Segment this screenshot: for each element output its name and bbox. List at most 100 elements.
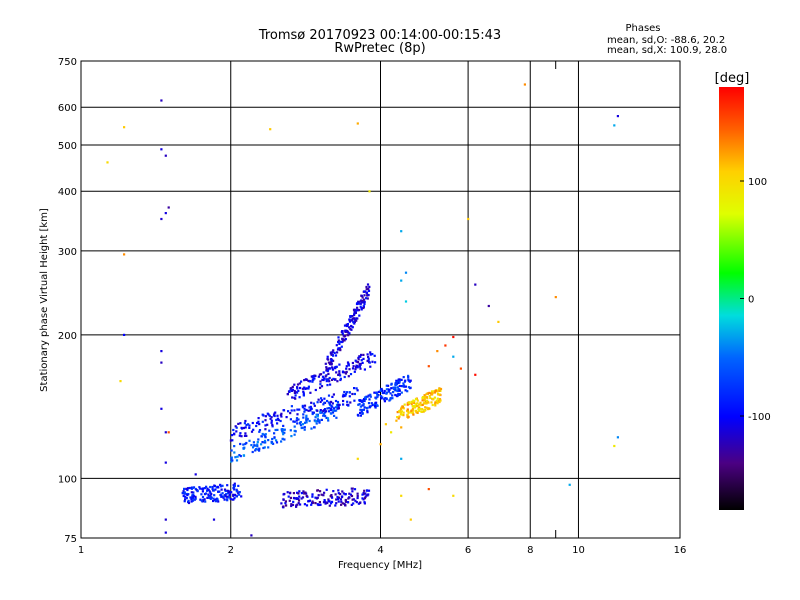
data-point bbox=[318, 419, 321, 422]
data-point bbox=[398, 415, 401, 418]
data-point bbox=[387, 384, 390, 387]
data-point bbox=[301, 404, 304, 407]
data-point bbox=[357, 300, 360, 303]
data-point bbox=[365, 285, 368, 289]
data-point bbox=[191, 486, 194, 489]
data-point bbox=[364, 492, 367, 495]
data-point bbox=[226, 489, 229, 492]
data-point bbox=[276, 422, 279, 425]
data-point bbox=[400, 385, 404, 388]
data-point bbox=[213, 484, 216, 487]
data-point bbox=[233, 433, 236, 436]
data-point bbox=[340, 340, 343, 344]
data-point bbox=[322, 501, 326, 504]
data-point bbox=[300, 492, 303, 495]
data-point bbox=[397, 388, 400, 391]
data-point bbox=[328, 376, 331, 380]
data-point bbox=[211, 487, 214, 491]
data-point bbox=[351, 326, 354, 329]
data-point bbox=[256, 441, 259, 444]
data-point bbox=[319, 490, 322, 493]
data-point bbox=[245, 423, 248, 427]
data-point bbox=[348, 496, 351, 499]
data-point bbox=[275, 418, 278, 422]
data-point bbox=[357, 356, 360, 359]
data-point bbox=[305, 504, 309, 507]
data-point bbox=[321, 378, 324, 381]
data-point bbox=[209, 497, 212, 500]
data-point bbox=[288, 390, 291, 393]
data-point bbox=[297, 418, 300, 421]
data-point bbox=[264, 435, 267, 438]
data-point bbox=[467, 217, 470, 221]
data-point bbox=[283, 438, 286, 441]
data-point bbox=[332, 490, 335, 493]
data-point bbox=[185, 497, 188, 500]
data-point bbox=[355, 309, 358, 312]
data-point bbox=[346, 333, 349, 336]
data-point bbox=[160, 361, 163, 364]
data-point bbox=[357, 403, 360, 406]
data-point bbox=[319, 383, 322, 386]
data-point bbox=[345, 391, 348, 394]
data-point bbox=[436, 402, 439, 405]
data-point bbox=[316, 489, 319, 492]
data-point bbox=[219, 483, 222, 486]
data-point bbox=[290, 405, 293, 408]
data-point bbox=[302, 390, 305, 393]
data-point bbox=[307, 409, 310, 412]
data-point bbox=[431, 397, 434, 400]
data-point bbox=[301, 423, 305, 426]
data-point bbox=[276, 414, 279, 417]
data-point bbox=[237, 484, 240, 487]
data-point bbox=[351, 490, 354, 493]
data-point bbox=[272, 414, 276, 417]
data-point bbox=[355, 501, 358, 504]
data-point bbox=[474, 373, 477, 376]
data-point bbox=[436, 390, 439, 393]
data-point bbox=[314, 416, 317, 419]
data-point bbox=[302, 392, 305, 395]
data-point bbox=[298, 490, 301, 493]
data-point bbox=[309, 409, 312, 412]
data-point bbox=[271, 425, 274, 428]
data-point bbox=[188, 486, 191, 490]
data-point bbox=[250, 534, 253, 537]
data-point bbox=[272, 442, 275, 445]
data-point bbox=[411, 401, 414, 404]
data-point bbox=[337, 339, 340, 342]
data-point bbox=[367, 359, 370, 362]
data-point bbox=[164, 461, 167, 464]
data-point bbox=[222, 496, 225, 499]
data-point bbox=[305, 421, 308, 424]
data-point bbox=[240, 495, 243, 498]
data-point bbox=[376, 394, 379, 397]
data-point bbox=[396, 411, 399, 414]
data-point bbox=[361, 404, 364, 407]
data-point bbox=[334, 504, 337, 507]
data-point bbox=[331, 378, 334, 381]
data-point bbox=[243, 446, 246, 449]
data-point bbox=[296, 413, 299, 416]
data-point bbox=[365, 297, 368, 300]
data-point bbox=[346, 400, 349, 403]
data-point bbox=[220, 488, 223, 491]
data-point bbox=[334, 399, 338, 403]
data-point bbox=[315, 413, 318, 416]
data-point bbox=[267, 446, 270, 449]
colorbar-tick-label: 100 bbox=[748, 177, 767, 188]
data-point bbox=[352, 365, 355, 368]
data-point bbox=[182, 494, 185, 498]
data-point bbox=[204, 492, 208, 495]
x-tick-label: 16 bbox=[674, 545, 687, 556]
data-point bbox=[230, 457, 233, 460]
data-point bbox=[415, 409, 418, 412]
data-point bbox=[345, 324, 349, 328]
data-point bbox=[375, 401, 378, 404]
data-point bbox=[345, 367, 348, 370]
data-point bbox=[282, 424, 285, 427]
data-point bbox=[336, 407, 339, 410]
data-point bbox=[334, 365, 337, 369]
data-point bbox=[216, 485, 219, 488]
